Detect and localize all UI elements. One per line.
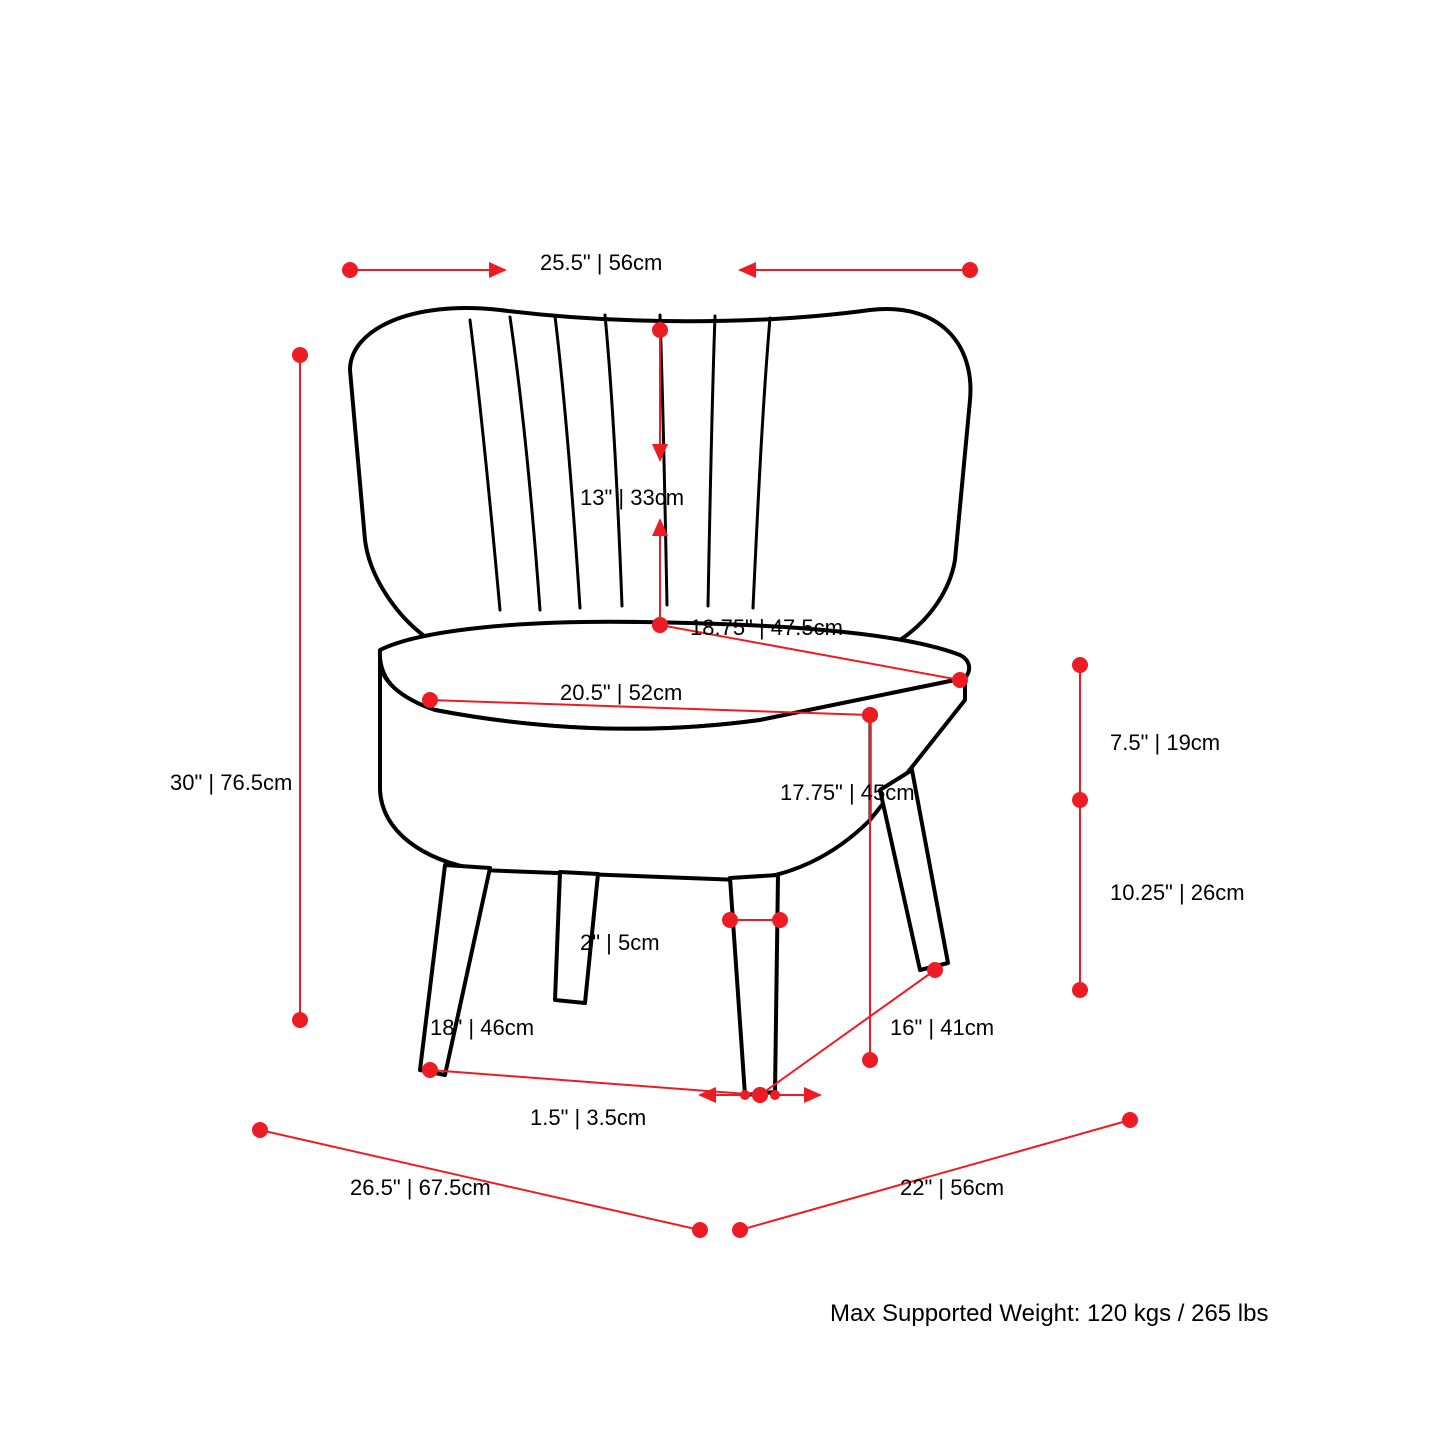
diagram-svg: [0, 0, 1445, 1445]
dim-footprint-width: 26.5" | 67.5cm: [350, 1175, 491, 1201]
dim-seat-depth: 18.75" | 47.5cm: [690, 615, 843, 641]
dim-footprint-depth: 22" | 56cm: [900, 1175, 1004, 1201]
dim-seat-width: 20.5" | 52cm: [560, 680, 682, 706]
dim-front-leg-span: 18" | 46cm: [430, 1015, 534, 1041]
dim-top-width: 25.5" | 56cm: [540, 250, 662, 276]
dim-side-leg-span: 16" | 41cm: [890, 1015, 994, 1041]
dim-seat-thickness: 7.5" | 19cm: [1110, 730, 1220, 756]
dim-back-height: 13" | 33cm: [580, 485, 684, 511]
dim-leg-top-width: 2" | 5cm: [580, 930, 660, 956]
footer-max-weight: Max Supported Weight: 120 kgs / 265 lbs: [830, 1300, 1268, 1328]
dim-seat-to-floor: 17.75" | 45cm: [780, 780, 915, 806]
dim-overall-height: 30" | 76.5cm: [170, 770, 292, 796]
dim-leg-bottom-width: 1.5" | 3.5cm: [530, 1105, 646, 1131]
dim-leg-height: 10.25" | 26cm: [1110, 880, 1245, 906]
diagram-stage: 25.5" | 56cm 13" | 33cm 18.75" | 47.5cm …: [0, 0, 1445, 1445]
